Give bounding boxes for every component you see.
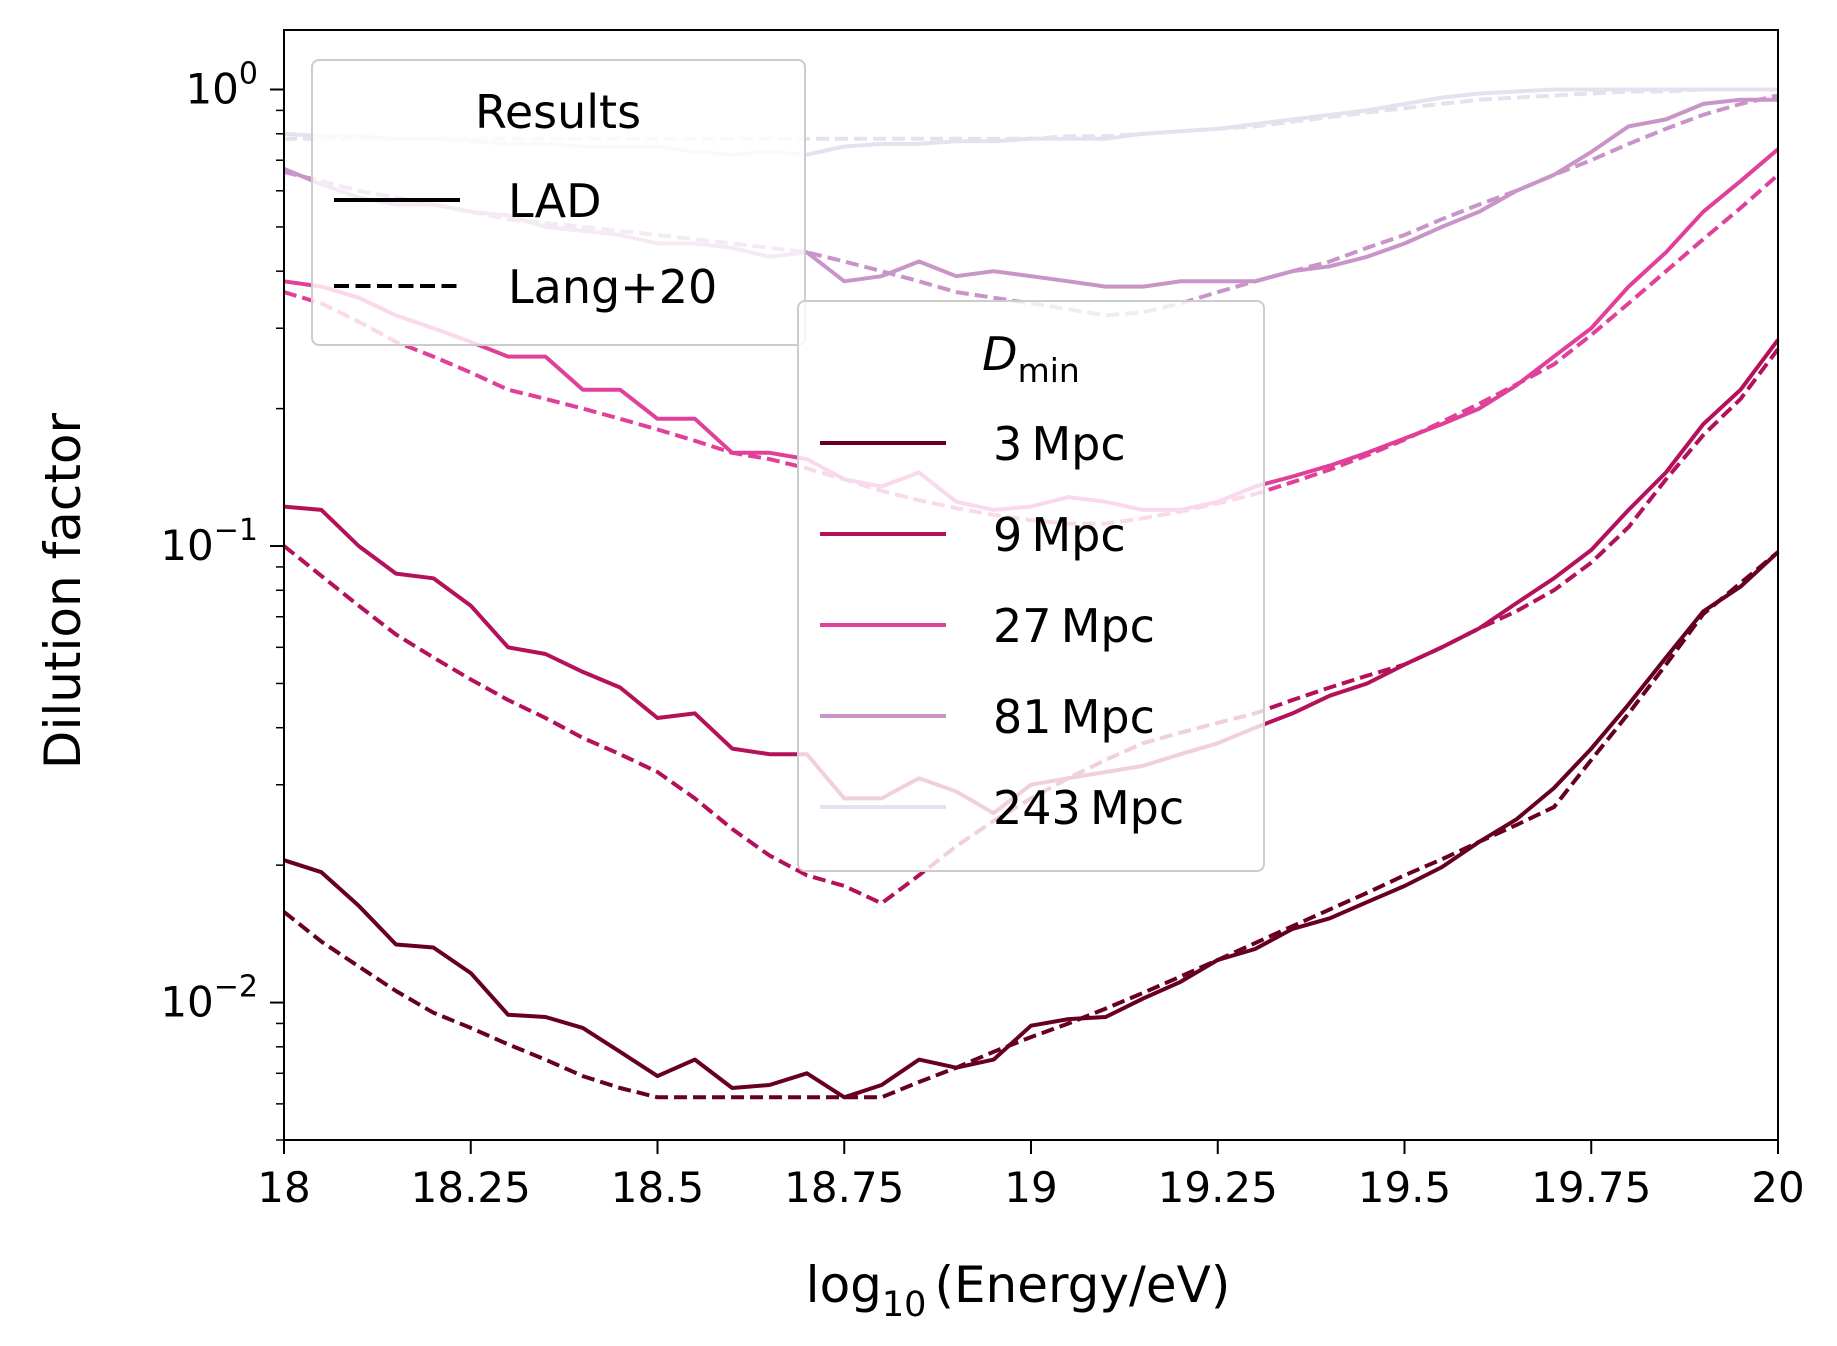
legend-results-frame bbox=[311, 59, 806, 346]
x-tick-label: 19.75 bbox=[1531, 1163, 1651, 1212]
x-tick-label: 18.25 bbox=[411, 1163, 531, 1212]
x-axis-label: log10 (Energy/eV) bbox=[806, 1256, 1231, 1325]
series-lad-line bbox=[283, 550, 1780, 1100]
y-tick-label-exponent: −1 bbox=[214, 513, 258, 548]
legend-dmin-entry-label: 9 Mpc bbox=[993, 508, 1126, 562]
legend-dmin-entry-label: 27 Mpc bbox=[993, 599, 1155, 653]
series-lang20-line bbox=[282, 550, 1780, 1100]
legend-dmin-entries: 3 Mpc 9 Mpc 27 Mpc 81 Mpc 243 Mpc bbox=[820, 417, 1184, 835]
y-axis-label-text: Dilution factor bbox=[34, 412, 92, 769]
legend-dmin-title: Dmin bbox=[982, 327, 1080, 390]
legend-entry-lad: LAD bbox=[508, 174, 602, 228]
x-tick-label: 18 bbox=[257, 1163, 310, 1212]
legend-dmin-entry-label: 243 Mpc bbox=[993, 781, 1184, 835]
tick-layer: 18 18.25 18.5 18.75 19 19.25 19.5 19.75 2010010−… bbox=[160, 57, 1804, 1212]
x-axis-label-main: log bbox=[806, 1256, 882, 1314]
x-tick-label: 20 bbox=[1751, 1163, 1804, 1212]
x-tick-label: 18.75 bbox=[784, 1163, 904, 1212]
legend-entry-lang20: Lang+20 bbox=[508, 260, 717, 314]
x-tick-label: 19.25 bbox=[1158, 1163, 1278, 1212]
axes-frame bbox=[283, 29, 1779, 1141]
legend-dmin: Dmin 3 Mpc 9 Mpc 27 Mpc 81 Mpc 243 Mpc bbox=[797, 300, 1265, 872]
legend-dmin-title-sub: min bbox=[1018, 351, 1080, 390]
x-tick-label: 19 bbox=[1004, 1163, 1057, 1212]
y-tick-label-base: 10 bbox=[185, 65, 238, 114]
y-tick-label: 10−1 bbox=[160, 513, 258, 570]
y-tick-label-base: 10 bbox=[160, 521, 213, 570]
legend-dmin-title-main: D bbox=[982, 327, 1017, 381]
y-tick-label-exponent: 0 bbox=[239, 57, 258, 92]
y-tick-label-exponent: −2 bbox=[214, 970, 258, 1005]
x-tick-label: 18.5 bbox=[611, 1163, 705, 1212]
y-axis-label: Dilution factor bbox=[34, 412, 92, 769]
legend-results-title: Results bbox=[475, 85, 641, 139]
y-tick-label: 100 bbox=[185, 57, 258, 114]
legend-dmin-entry-label: 81 Mpc bbox=[993, 690, 1155, 744]
x-axis-label-rest: (Energy/eV) bbox=[934, 1256, 1230, 1314]
legend-results: Results LAD Lang+20 bbox=[311, 59, 806, 346]
y-tick-label-base: 10 bbox=[160, 978, 213, 1027]
x-axis-label-sub: 10 bbox=[882, 1285, 927, 1325]
x-axis-label-text: log10 (Energy/eV) bbox=[806, 1256, 1231, 1325]
legend-dmin-entry-label: 3 Mpc bbox=[993, 417, 1126, 471]
x-tick-label: 19.5 bbox=[1358, 1163, 1452, 1212]
y-tick-label: 10−2 bbox=[160, 970, 258, 1027]
